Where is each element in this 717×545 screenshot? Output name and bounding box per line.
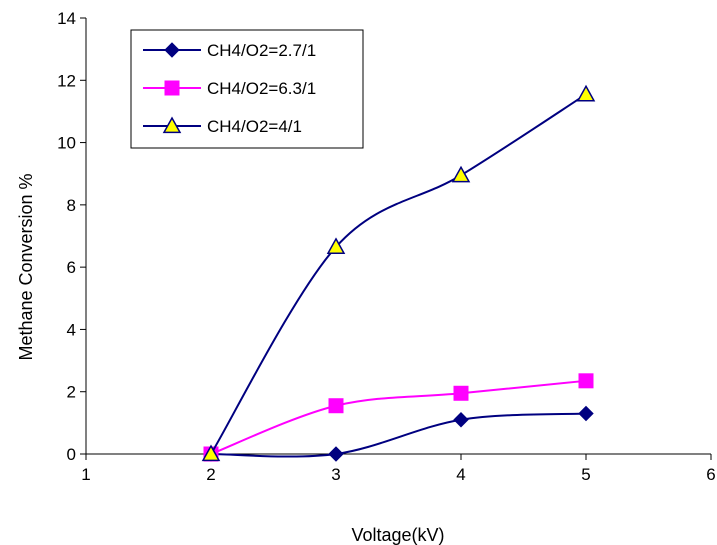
- y-tick-label: 10: [57, 134, 76, 153]
- data-point: [453, 412, 469, 428]
- data-point: [201, 444, 221, 462]
- x-tick-label: 3: [331, 465, 340, 484]
- series-line: [210, 379, 587, 455]
- y-tick-label: 0: [67, 445, 76, 464]
- data-point: [578, 373, 594, 389]
- series-group: [201, 84, 596, 462]
- y-tick-label: 12: [57, 71, 76, 90]
- x-tick-label: 6: [706, 465, 715, 484]
- data-point: [453, 385, 469, 401]
- legend: CH4/O2=2.7/1 CH4/O2=6.3/1 CH4/O2=4/1: [130, 29, 364, 149]
- series-3: [201, 84, 596, 462]
- x-tick-label: 2: [206, 465, 215, 484]
- series-2: [203, 373, 594, 462]
- y-tick-label: 8: [67, 196, 76, 215]
- legend-item: CH4/O2=4/1: [143, 116, 302, 136]
- y-tick-label: 14: [57, 9, 76, 28]
- legend-marker: [162, 116, 182, 134]
- data-point: [328, 398, 344, 414]
- y-tick-label: 4: [67, 320, 76, 339]
- series-line: [210, 93, 587, 455]
- legend-item: CH4/O2=2.7/1: [143, 41, 316, 60]
- data-point: [328, 446, 344, 462]
- legend-marker: [164, 42, 180, 58]
- series-line: [210, 412, 587, 458]
- x-tick-label: 5: [581, 465, 590, 484]
- x-tick-label: 4: [456, 465, 465, 484]
- x-axis-title: Voltage(kV): [351, 525, 444, 545]
- legend-marker: [164, 80, 180, 96]
- legend-label: CH4/O2=2.7/1: [207, 41, 316, 60]
- y-tick-label: 2: [67, 383, 76, 402]
- data-point: [451, 165, 471, 183]
- legend-item: CH4/O2=6.3/1: [143, 79, 316, 98]
- legend-label: CH4/O2=6.3/1: [207, 79, 316, 98]
- legend-label: CH4/O2=4/1: [207, 117, 302, 136]
- data-point: [578, 405, 594, 422]
- data-point: [576, 84, 596, 102]
- y-axis-title: Methane Conversion %: [16, 173, 36, 360]
- x-tick-label: 1: [81, 465, 90, 484]
- data-point: [326, 237, 346, 255]
- y-tick-label: 6: [67, 258, 76, 277]
